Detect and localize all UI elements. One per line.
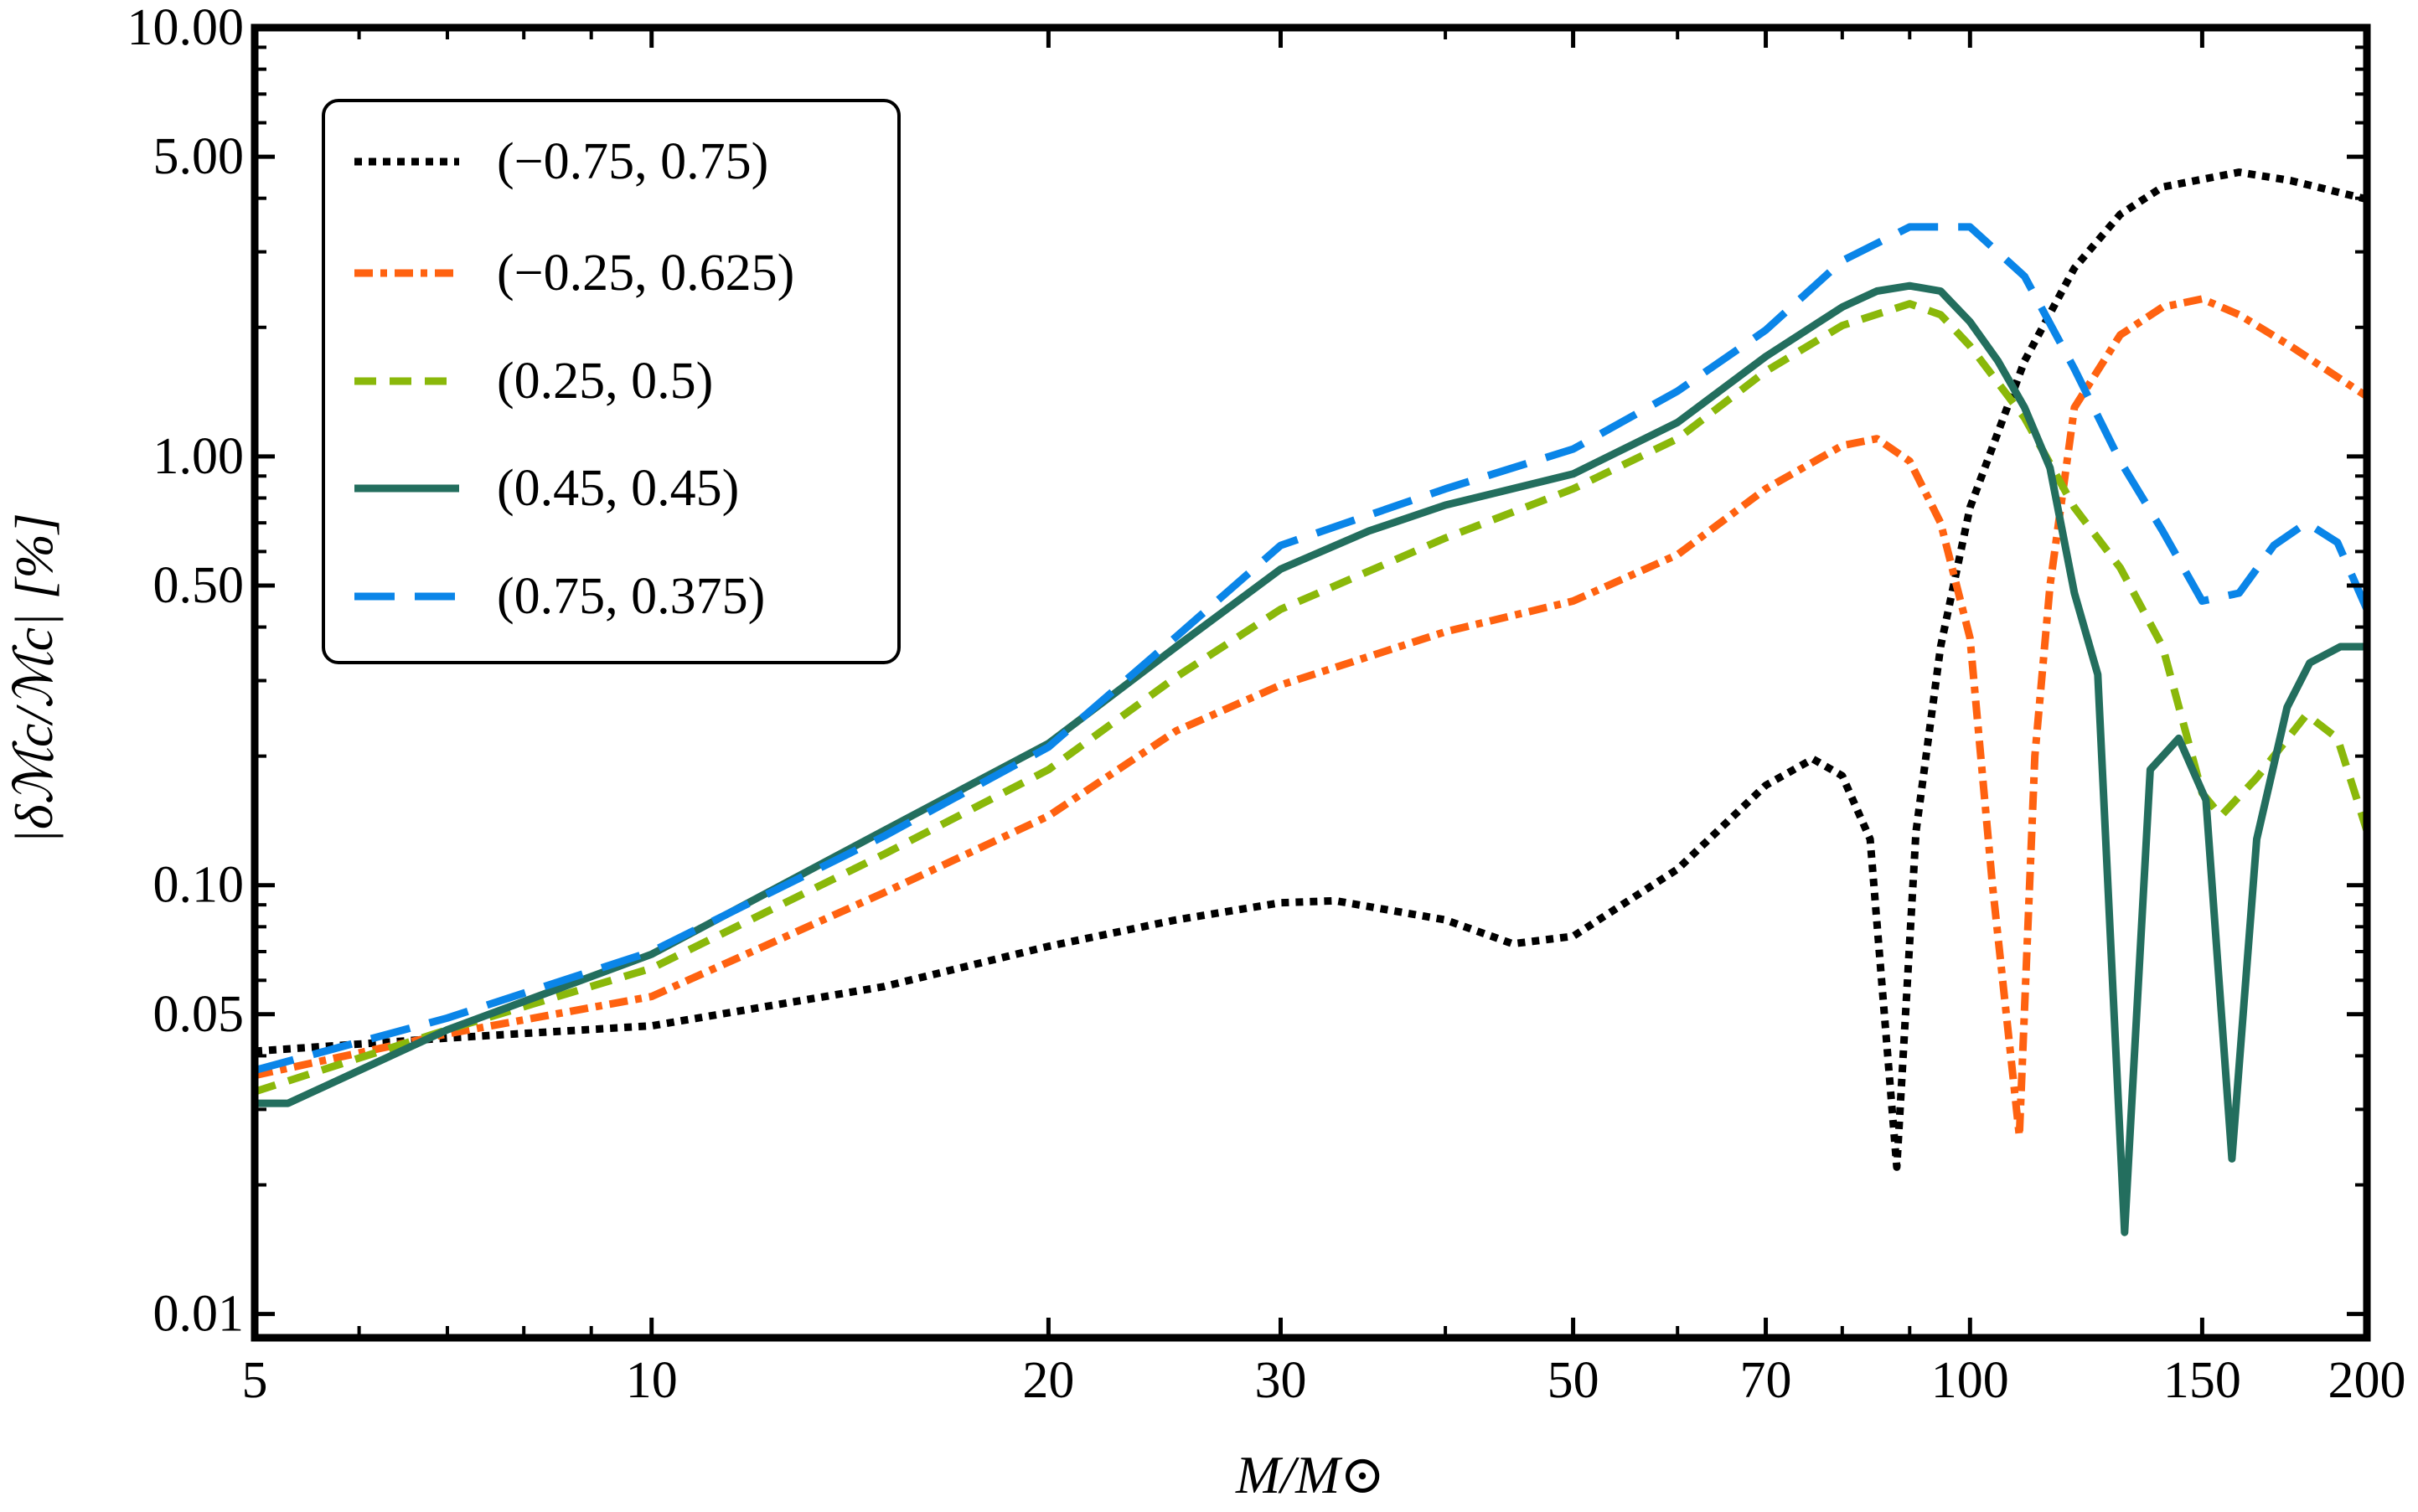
- legend-label: (0.75, 0.375): [497, 568, 765, 625]
- x-tick-label: 200: [2328, 1352, 2406, 1409]
- legend-label: (−0.25, 0.625): [497, 245, 794, 302]
- plot-frame: [251, 23, 2371, 1342]
- y-tick-label: 0.10: [153, 857, 245, 914]
- x-tick-label: 50: [1547, 1352, 1599, 1409]
- legend-label: (0.25, 0.5): [497, 353, 713, 410]
- series-line-0-75-0-75: [255, 168, 2367, 1171]
- series-line-0-25-0-625: [255, 295, 2367, 1140]
- x-tick-label: 20: [1022, 1352, 1074, 1409]
- series-layer: [255, 168, 2367, 1236]
- series-line-0-25-0-5: [255, 300, 2367, 1096]
- y-axis-title: |δℳc/ℳc| [%]: [4, 513, 64, 844]
- x-tick-label: 5: [242, 1352, 268, 1409]
- ticks-layer: 5 10 20 30 50 70 100 150 200 10.00 5.00 1.00 0.50 0.1…: [127, 0, 2406, 1409]
- y-tick-label: 10.00: [127, 0, 245, 56]
- legend-box: [322, 99, 901, 664]
- legend: (−0.75, 0.75) (−0.25, 0.625) (0.25, 0.5) (0…: [322, 99, 901, 664]
- legend-item: (0.45, 0.45): [354, 460, 739, 517]
- y-tick-label: 0.05: [153, 986, 245, 1043]
- legend-item: (−0.75, 0.75): [354, 133, 768, 190]
- legend-label: (0.45, 0.45): [497, 460, 739, 517]
- legend-item: (0.25, 0.5): [354, 353, 713, 410]
- x-tick-label: 30: [1254, 1352, 1306, 1409]
- y-tick-label: 0.50: [153, 557, 245, 614]
- y-tick-label: 5.00: [153, 128, 245, 185]
- x-tick-label: 70: [1740, 1352, 1792, 1409]
- series-line-0-75-0-375: [255, 223, 2367, 1075]
- x-axis-title: M/M⊙: [1235, 1445, 1385, 1504]
- x-tick-label: 10: [626, 1352, 678, 1409]
- x-tick-label: 150: [2163, 1352, 2241, 1409]
- y-tick-label: 0.01: [153, 1286, 245, 1343]
- x-tick-label: 100: [1931, 1352, 2009, 1409]
- legend-label: (−0.75, 0.75): [497, 133, 768, 190]
- legend-item: (−0.25, 0.625): [354, 245, 794, 302]
- legend-item: (0.75, 0.375): [354, 568, 765, 625]
- y-tick-label: 1.00: [153, 428, 245, 485]
